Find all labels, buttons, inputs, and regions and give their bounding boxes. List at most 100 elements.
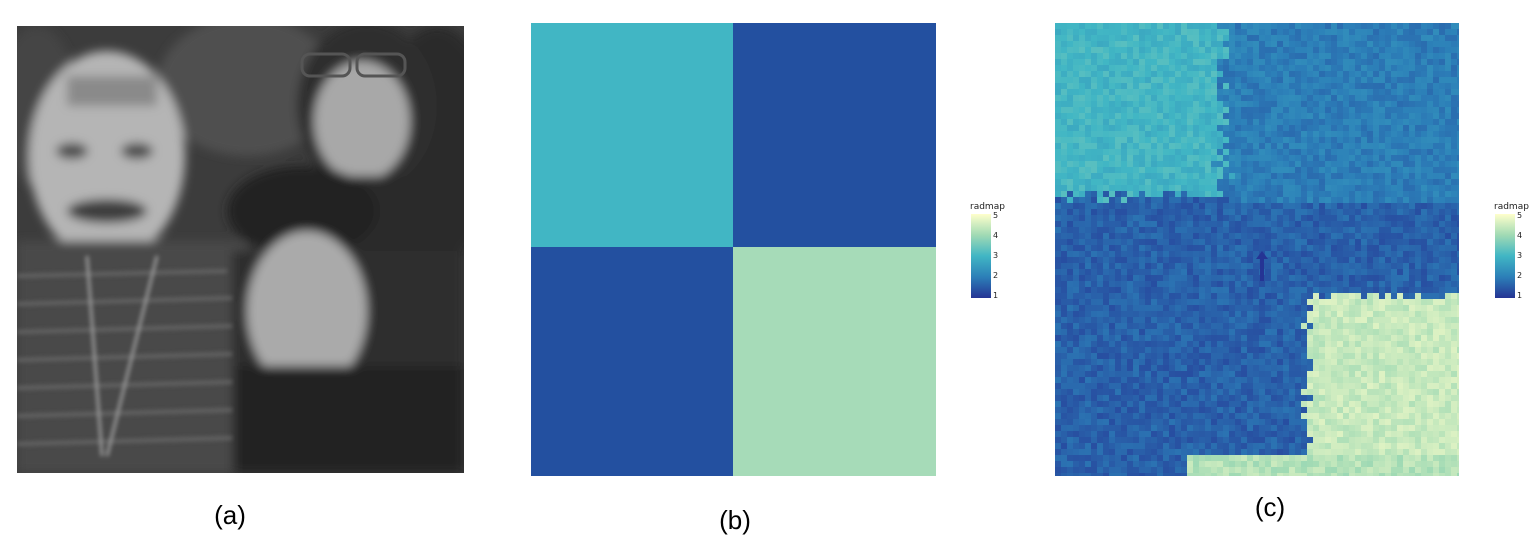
heatmap-cell: [1109, 95, 1115, 101]
heatmap-cell: [1283, 407, 1289, 413]
heatmap-cell: [1217, 53, 1223, 59]
heatmap-cell: [1139, 89, 1145, 95]
heatmap-cell: [1427, 371, 1433, 377]
heatmap-cell: [1055, 137, 1061, 143]
heatmap-cell: [1085, 329, 1091, 335]
heatmap-cell: [1325, 89, 1331, 95]
heatmap-cell: [1271, 53, 1277, 59]
heatmap-cell: [1193, 431, 1199, 437]
heatmap-cell: [1259, 107, 1265, 113]
heatmap-cell: [1325, 41, 1331, 47]
heatmap-cell: [1211, 299, 1217, 305]
heatmap-cell: [1451, 317, 1457, 323]
heatmap-cell: [1229, 263, 1235, 269]
heatmap-cell: [1121, 443, 1127, 449]
heatmap-cell: [1205, 77, 1211, 83]
heatmap-cell: [1145, 167, 1151, 173]
heatmap-cell: [1157, 53, 1163, 59]
heatmap-cell: [1337, 239, 1343, 245]
heatmap-cell: [1313, 29, 1319, 35]
heatmap-cell: [1367, 59, 1373, 65]
heatmap-cell: [1439, 437, 1445, 443]
heatmap-cell: [1133, 209, 1139, 215]
heatmap-cell: [1217, 425, 1223, 431]
heatmap-cell: [1247, 53, 1253, 59]
heatmap-cell: [1235, 41, 1241, 47]
heatmap-cell: [1409, 383, 1415, 389]
heatmap-cell: [1061, 107, 1067, 113]
heatmap-cell: [1391, 53, 1397, 59]
heatmap-cell: [1145, 35, 1151, 41]
heatmap-cell: [1313, 23, 1319, 29]
heatmap-cell: [1061, 113, 1067, 119]
heatmap-cell: [1373, 407, 1379, 413]
heatmap-cell: [1181, 359, 1187, 365]
heatmap-cell: [1385, 77, 1391, 83]
heatmap-cell: [1229, 413, 1235, 419]
heatmap-cell: [1241, 47, 1247, 53]
heatmap-cell: [1301, 413, 1307, 419]
heatmap-cell: [1337, 413, 1343, 419]
heatmap-cell: [1091, 89, 1097, 95]
heatmap-cell: [1193, 155, 1199, 161]
heatmap-cell: [1301, 107, 1307, 113]
heatmap-cell: [1151, 101, 1157, 107]
heatmap-cell: [1451, 119, 1457, 125]
heatmap-cell: [1361, 125, 1367, 131]
heatmap-cell: [1169, 119, 1175, 125]
heatmap-cell: [1187, 245, 1193, 251]
heatmap-cell: [1451, 53, 1457, 59]
heatmap-cell: [1229, 215, 1235, 221]
heatmap-cell: [1055, 425, 1061, 431]
heatmap-cell: [1169, 107, 1175, 113]
heatmap-cell: [1205, 167, 1211, 173]
heatmap-cell: [1391, 311, 1397, 317]
heatmap-cell: [1139, 149, 1145, 155]
heatmap-cell: [1355, 227, 1361, 233]
heatmap-cell: [1241, 233, 1247, 239]
heatmap-cell: [1139, 305, 1145, 311]
heatmap-cell: [1367, 455, 1373, 461]
heatmap-cell: [1097, 113, 1103, 119]
heatmap-cell: [1067, 113, 1073, 119]
heatmap-cell: [1115, 203, 1121, 209]
heatmap-cell: [1097, 341, 1103, 347]
heatmap-cell: [1367, 227, 1373, 233]
heatmap-cell: [1391, 167, 1397, 173]
heatmap-cell: [1205, 383, 1211, 389]
heatmap-cell: [1457, 137, 1459, 143]
heatmap-cell: [1175, 77, 1181, 83]
heatmap-cell: [1223, 275, 1229, 281]
heatmap-cell: [1319, 65, 1325, 71]
heatmap-cell: [1271, 227, 1277, 233]
heatmap-cell: [1409, 29, 1415, 35]
heatmap-cell: [1109, 41, 1115, 47]
heatmap-cell: [1055, 65, 1061, 71]
heatmap-cell: [1265, 257, 1271, 263]
heatmap-cell: [1091, 359, 1097, 365]
heatmap-cell: [1205, 125, 1211, 131]
heatmap-cell: [1457, 101, 1459, 107]
heatmap-cell: [1169, 113, 1175, 119]
heatmap-cell: [1445, 443, 1451, 449]
heatmap-cell: [1235, 281, 1241, 287]
heatmap-cell: [1259, 131, 1265, 137]
heatmap-cell: [1157, 377, 1163, 383]
heatmap-cell: [1091, 317, 1097, 323]
heatmap-cell: [1427, 401, 1433, 407]
heatmap-cell: [1199, 83, 1205, 89]
heatmap-cell: [1433, 347, 1439, 353]
heatmap-cell: [1181, 371, 1187, 377]
heatmap-cell: [1409, 425, 1415, 431]
heatmap-cell: [1313, 395, 1319, 401]
heatmap-cell: [1079, 71, 1085, 77]
heatmap-cell: [1403, 275, 1409, 281]
heatmap-cell: [1199, 77, 1205, 83]
heatmap-cell: [1313, 59, 1319, 65]
heatmap-cell: [1109, 155, 1115, 161]
heatmap-cell: [1355, 209, 1361, 215]
heatmap-cell: [1157, 23, 1163, 29]
heatmap-cell: [1337, 317, 1343, 323]
heatmap-cell: [1055, 407, 1061, 413]
heatmap-cell: [1061, 419, 1067, 425]
